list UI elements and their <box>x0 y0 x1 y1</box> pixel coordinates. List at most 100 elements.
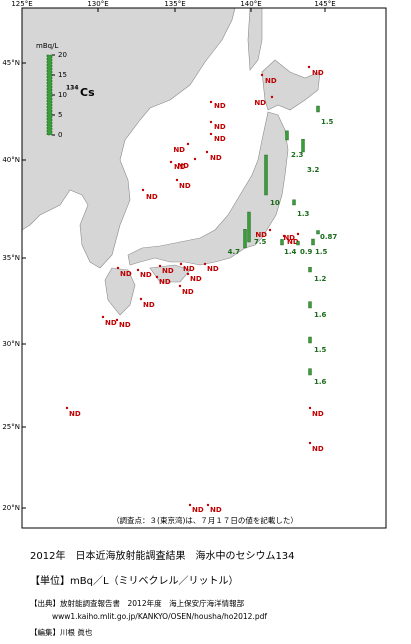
station-dot <box>188 503 192 507</box>
lon-tick-label: 140°E <box>240 0 261 8</box>
station-dot <box>205 150 209 154</box>
nd-label: ND <box>162 267 174 275</box>
lon-tick-label: 130°E <box>87 0 108 8</box>
isotope: Cs <box>80 86 95 99</box>
value-label: 1.5 <box>315 248 328 256</box>
cs-bar <box>292 199 296 206</box>
station-dot <box>307 65 311 69</box>
nd-label: ND <box>120 270 132 278</box>
nd-label: ND <box>140 271 152 279</box>
value-label: 0.9 <box>300 248 313 256</box>
station-dot <box>141 188 145 192</box>
value-label: 1.5 <box>321 118 334 126</box>
nd-label: ND <box>143 301 155 309</box>
note: （調査点：３(東京湾)は、７月１７日の値を記載した） <box>112 515 298 525</box>
nd-label: ND <box>146 193 158 201</box>
lat-tick-label: 20°N <box>2 504 20 512</box>
cs-bar <box>316 105 320 113</box>
nd-label: ND <box>312 445 324 453</box>
cs-bar <box>308 368 312 376</box>
station-dot <box>175 178 179 182</box>
legend-tick-label: 20 <box>58 51 67 59</box>
station-dot <box>203 262 207 266</box>
station-dot <box>209 132 213 136</box>
value-label: 3.2 <box>307 166 320 174</box>
nd-label: ND <box>283 234 295 242</box>
nd-label: ND <box>312 69 324 77</box>
nd-label: ND <box>183 265 195 273</box>
nd-label: ND <box>192 506 204 514</box>
lat-tick-label: 35°N <box>2 254 20 262</box>
value-label: 4.7 <box>228 248 241 256</box>
nd-label: ND <box>190 275 202 283</box>
isotope-mass: 134 <box>66 85 79 92</box>
station-dot <box>139 297 143 301</box>
caption-title: 2012年 日本近海放射能調査結果 海水中のセシウム134 <box>30 549 295 562</box>
cs-bar <box>308 301 312 309</box>
station-dot <box>206 503 210 507</box>
caption-url: www1.kaiho.mlit.go.jp/KANKYO/OSEN/housha… <box>52 612 267 621</box>
station-dot <box>101 315 105 319</box>
hokkaido <box>261 59 321 111</box>
cs-bar <box>264 154 268 196</box>
value-label: 1.5 <box>314 346 327 354</box>
value-label: 1.6 <box>314 378 327 386</box>
cs-bar <box>311 238 315 246</box>
station-dot <box>179 262 183 266</box>
nd-label: ND <box>177 162 189 170</box>
station-dot <box>308 441 312 445</box>
station-dot <box>65 406 69 410</box>
nd-label: ND <box>214 135 226 143</box>
legend-bar <box>46 54 53 136</box>
nd-label: ND <box>214 102 226 110</box>
nd-label: ND <box>312 410 324 418</box>
nd-label: ND <box>255 231 267 239</box>
value-label: 1.4 <box>284 248 297 256</box>
nd-label: ND <box>173 146 185 154</box>
station-dot <box>178 284 182 288</box>
nd-label: ND <box>210 506 222 514</box>
lon-tick-label: 145°E <box>314 0 335 8</box>
value-label: 10 <box>270 199 280 207</box>
value-label: 2.3 <box>291 151 304 159</box>
nd-label: ND <box>179 182 191 190</box>
map-frame <box>21 7 387 529</box>
station-dot <box>116 266 120 270</box>
station-dot <box>296 232 300 236</box>
nd-label: ND <box>182 288 194 296</box>
cs-bar <box>280 239 284 246</box>
lon-tick-label: 135°E <box>164 0 185 8</box>
nd-label: ND <box>119 321 131 329</box>
station-dot <box>158 264 162 268</box>
mainland <box>21 7 236 269</box>
nd-label: ND <box>105 319 117 327</box>
legend-tick-label: 5 <box>58 111 62 119</box>
station-dot <box>282 234 286 238</box>
value-label: 1.3 <box>297 210 310 218</box>
shikoku <box>149 264 191 283</box>
value-label: 1.6 <box>314 311 327 319</box>
cs-bar <box>296 241 300 246</box>
station-dot <box>209 100 213 104</box>
legend-tick-label: 10 <box>58 91 67 99</box>
caption-source: 【出典】放射能調査報告書 2012年度 海上保安庁海洋情報部 <box>30 598 245 608</box>
nd-label: ND <box>254 99 266 107</box>
station-dot <box>270 95 274 99</box>
nd-label: ND <box>159 278 171 286</box>
nd-label: ND <box>265 77 277 85</box>
station-dot <box>308 406 312 410</box>
nd-label: ND <box>287 238 299 246</box>
lat-tick-label: 30°N <box>2 340 20 348</box>
station-dot <box>115 318 119 322</box>
cs-bar <box>243 228 247 249</box>
value-label: 0.87 <box>320 233 337 241</box>
lat-tick-label: 40°N <box>2 156 20 164</box>
station-dot <box>169 160 173 164</box>
legend-tick-label: 0 <box>58 131 62 139</box>
nd-label: ND <box>214 123 226 131</box>
cs-bar <box>247 211 251 243</box>
value-label: 7.5 <box>254 238 267 246</box>
station-dot <box>186 272 190 276</box>
